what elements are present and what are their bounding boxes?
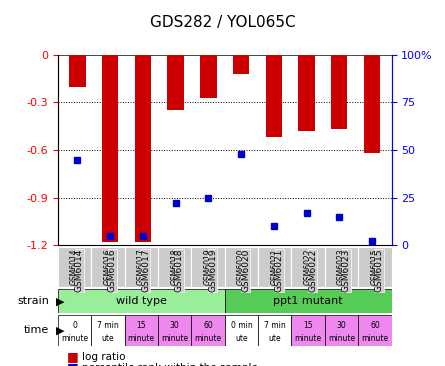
Text: GSM6017: GSM6017: [142, 249, 150, 292]
Text: minute: minute: [295, 333, 322, 343]
Bar: [102, 55, 118, 242]
Text: minute: minute: [361, 333, 388, 343]
Text: strain: strain: [17, 296, 49, 306]
Text: GSM6022: GSM6022: [308, 249, 317, 292]
Text: ppt1 mutant: ppt1 mutant: [273, 296, 343, 306]
Text: percentile rank within the sample: percentile rank within the sample: [82, 363, 258, 366]
Text: GSM6018: GSM6018: [170, 249, 179, 285]
Text: GSM6021: GSM6021: [275, 249, 284, 292]
FancyBboxPatch shape: [191, 247, 225, 287]
FancyBboxPatch shape: [191, 315, 225, 346]
Text: ■: ■: [67, 361, 78, 366]
Text: 7 min: 7 min: [264, 321, 286, 330]
Bar: [233, 55, 249, 74]
Text: ▶: ▶: [56, 296, 64, 306]
Text: GSM6020: GSM6020: [241, 249, 251, 292]
Text: 15: 15: [137, 321, 146, 330]
Text: minute: minute: [328, 333, 355, 343]
Bar: [364, 55, 380, 153]
FancyBboxPatch shape: [225, 247, 258, 287]
Text: ute: ute: [101, 333, 114, 343]
Text: GSM6022: GSM6022: [303, 249, 313, 285]
Text: GSM6021: GSM6021: [270, 249, 279, 285]
Text: ute: ute: [235, 333, 248, 343]
Text: minute: minute: [61, 333, 88, 343]
FancyBboxPatch shape: [325, 315, 358, 346]
Text: ■: ■: [67, 350, 78, 363]
FancyBboxPatch shape: [58, 247, 91, 287]
FancyBboxPatch shape: [291, 315, 325, 346]
Text: GSM6015: GSM6015: [375, 249, 384, 292]
Text: 30: 30: [170, 321, 179, 330]
Text: GSM6016: GSM6016: [108, 249, 117, 292]
Bar: [135, 55, 151, 242]
FancyBboxPatch shape: [158, 315, 191, 346]
Bar: [167, 55, 184, 111]
FancyBboxPatch shape: [258, 315, 291, 346]
Bar: [331, 55, 348, 130]
Text: GSM6023: GSM6023: [337, 249, 346, 285]
Bar: [298, 55, 315, 131]
Text: GSM6014: GSM6014: [75, 249, 84, 292]
FancyBboxPatch shape: [291, 247, 325, 287]
Text: ute: ute: [268, 333, 281, 343]
FancyBboxPatch shape: [358, 247, 392, 287]
Bar: [266, 55, 282, 137]
Text: GSM6018: GSM6018: [174, 249, 184, 292]
Text: GSM6019: GSM6019: [203, 249, 213, 285]
FancyBboxPatch shape: [58, 289, 225, 313]
Text: GDS282 / YOL065C: GDS282 / YOL065C: [150, 15, 295, 30]
FancyBboxPatch shape: [358, 315, 392, 346]
Text: wild type: wild type: [116, 296, 167, 306]
Text: log ratio: log ratio: [82, 352, 126, 362]
FancyBboxPatch shape: [258, 247, 291, 287]
Text: GSM6019: GSM6019: [208, 249, 217, 292]
FancyBboxPatch shape: [125, 315, 158, 346]
Bar: [69, 55, 85, 87]
Text: GSM6015: GSM6015: [370, 249, 380, 285]
Text: 7 min: 7 min: [97, 321, 119, 330]
Text: GSM6023: GSM6023: [342, 249, 351, 292]
Text: 60: 60: [203, 321, 213, 330]
Text: 0 min: 0 min: [231, 321, 252, 330]
Text: 0: 0: [72, 321, 77, 330]
Text: GSM6014: GSM6014: [70, 249, 79, 285]
FancyBboxPatch shape: [125, 247, 158, 287]
FancyBboxPatch shape: [225, 289, 392, 313]
Text: minute: minute: [128, 333, 155, 343]
FancyBboxPatch shape: [158, 247, 191, 287]
FancyBboxPatch shape: [91, 315, 125, 346]
Text: 15: 15: [303, 321, 313, 330]
Bar: [200, 55, 217, 98]
Text: minute: minute: [161, 333, 188, 343]
Text: GSM6020: GSM6020: [237, 249, 246, 285]
Text: GSM6016: GSM6016: [103, 249, 113, 285]
Text: GSM6017: GSM6017: [137, 249, 146, 285]
FancyBboxPatch shape: [225, 315, 258, 346]
Text: 30: 30: [337, 321, 346, 330]
Text: ▶: ▶: [56, 325, 64, 336]
Text: minute: minute: [194, 333, 222, 343]
FancyBboxPatch shape: [91, 247, 125, 287]
Text: time: time: [24, 325, 49, 336]
FancyBboxPatch shape: [325, 247, 358, 287]
FancyBboxPatch shape: [58, 315, 91, 346]
Text: 60: 60: [370, 321, 380, 330]
